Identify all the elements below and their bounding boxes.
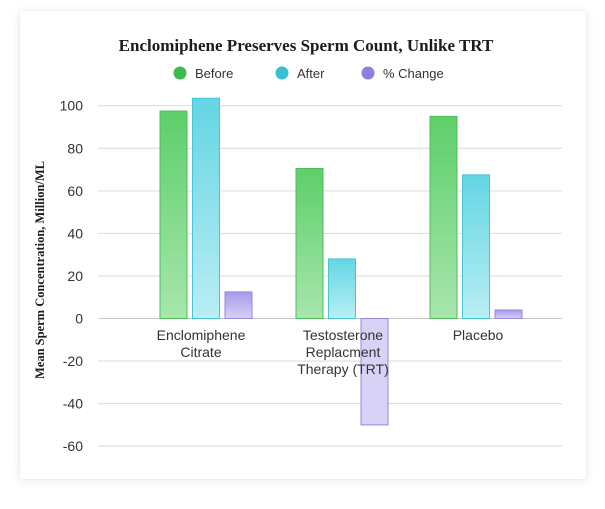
y-axis-ticks: 100 80 60 40 20 0 -20 -40 -60 (60, 98, 84, 454)
y-tick-label: 0 (75, 311, 83, 327)
legend-marker-0 (173, 66, 187, 80)
bars (159, 97, 523, 426)
y-tick-label: -40 (63, 396, 83, 412)
y-tick-label: 40 (67, 225, 83, 241)
legend-label-2: % Change (383, 66, 444, 81)
legend: Before After % Change (173, 66, 444, 81)
x-axis-categories: Enclomiphene Citrate Testosterone Replacmen… (157, 327, 504, 377)
y-tick-label: 80 (67, 140, 83, 156)
y-tick-label: 20 (67, 268, 83, 284)
bar-after-0 (192, 97, 220, 319)
legend-label-0: Before (195, 66, 233, 81)
bar-change-1 (360, 318, 389, 426)
legend-marker-2 (361, 66, 375, 80)
y-tick-label: 100 (60, 98, 84, 114)
bar-after-1 (328, 258, 356, 319)
y-axis-label: Mean Sperm Concentration, Million/ML (33, 161, 47, 379)
bar-before-0 (159, 110, 188, 319)
bar-before-1 (295, 167, 324, 319)
bar-before-2 (429, 115, 458, 319)
category-label: Testosterone Replacment Therapy (TRT) (297, 327, 389, 377)
bar-after-2 (462, 174, 490, 319)
y-tick-label: 60 (67, 183, 83, 199)
y-tick-label: -20 (63, 353, 83, 369)
chart-title: Enclomiphene Preserves Sperm Count, Unli… (119, 36, 494, 55)
legend-marker-1 (275, 66, 289, 80)
category-label: Placebo (453, 327, 504, 343)
bar-change-2 (494, 309, 523, 320)
bar-change-0 (224, 291, 253, 319)
category-label: Enclomiphene Citrate (157, 327, 246, 360)
legend-label-1: After (297, 66, 325, 81)
y-tick-label: -60 (63, 438, 83, 454)
